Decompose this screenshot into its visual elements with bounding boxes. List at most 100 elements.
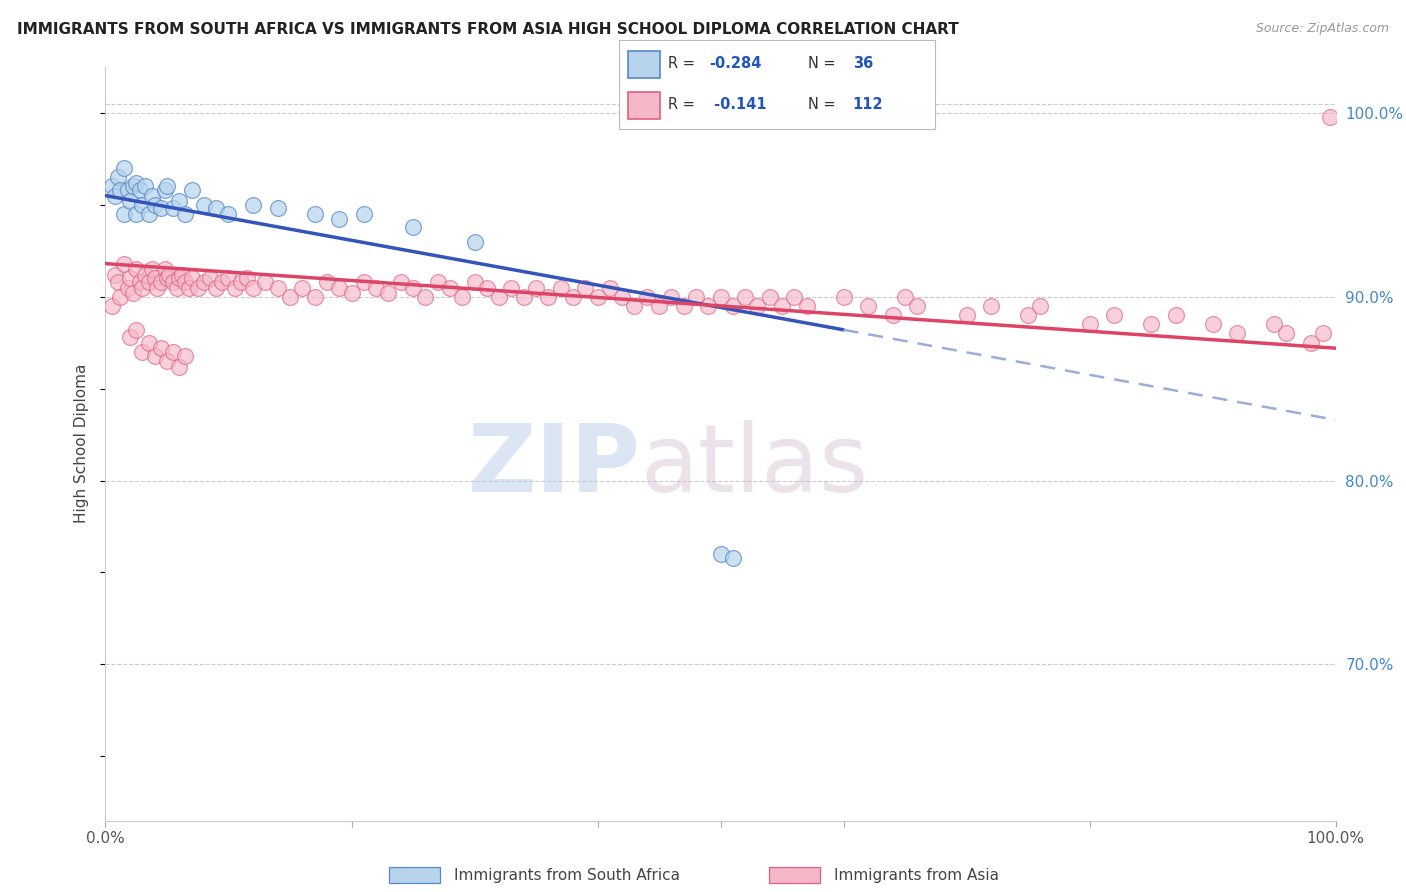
Point [291,280,314,294]
Point [759,290,782,304]
Point [218,271,240,285]
Point [242,280,264,294]
Point [661,290,683,304]
Point [304,290,326,304]
Point [783,290,806,304]
Point [770,299,793,313]
Point [131,198,153,212]
Point [156,354,179,368]
Point [125,262,148,277]
Point [112,257,135,271]
FancyBboxPatch shape [628,92,659,119]
Point [169,271,191,285]
Point [254,275,277,289]
Point [340,286,363,301]
Point [134,268,156,282]
Point [180,183,202,197]
Point [439,280,461,294]
Point [162,202,184,216]
Point [205,202,228,216]
Text: Immigrants from Asia: Immigrants from Asia [834,868,998,882]
Point [426,275,449,289]
Point [107,170,129,185]
Text: R =: R = [668,56,699,71]
Point [710,547,733,561]
Point [402,280,425,294]
Point [1029,299,1052,313]
Point [513,290,536,304]
Point [550,280,572,294]
Point [501,280,523,294]
Point [267,280,290,294]
Point [586,290,609,304]
Point [697,299,720,313]
Point [537,290,560,304]
Point [180,271,202,285]
Point [236,271,259,285]
Point [107,275,129,289]
Point [120,271,141,285]
Point [267,202,290,216]
Point [882,308,904,322]
Point [159,268,180,282]
Point [141,262,163,277]
Point [1102,308,1125,322]
Point [110,290,132,304]
Point [894,290,917,304]
Text: Immigrants from South Africa: Immigrants from South Africa [454,868,681,882]
FancyBboxPatch shape [628,51,659,78]
Point [1263,318,1285,332]
Point [229,275,252,289]
Point [858,299,880,313]
Point [129,183,152,197]
Point [120,194,141,208]
Point [389,275,412,289]
Point [636,290,658,304]
Point [623,299,645,313]
Point [747,299,769,313]
Point [648,299,671,313]
Point [710,290,733,304]
Point [179,280,201,294]
Point [796,299,818,313]
Point [100,179,122,194]
Point [415,290,437,304]
Point [721,299,744,313]
Point [169,194,191,208]
Point [224,280,246,294]
Point [211,275,233,289]
Text: -0.141: -0.141 [709,97,766,112]
Point [1301,335,1323,350]
Point [125,207,148,221]
Point [149,341,172,355]
Point [451,290,474,304]
Point [143,349,166,363]
Point [1140,318,1163,332]
Point [131,344,153,359]
Text: ZIP: ZIP [468,420,641,512]
Point [366,280,388,294]
Point [174,275,197,289]
Point [353,207,375,221]
Point [574,280,596,294]
Point [138,207,160,221]
Point [198,271,221,285]
Bar [389,867,440,883]
Point [1275,326,1298,341]
Point [169,359,191,374]
Point [328,280,350,294]
Point [131,280,153,294]
Point [143,271,166,285]
Point [138,335,160,350]
Bar [769,867,820,883]
Point [112,207,135,221]
Point [488,290,510,304]
Point [125,323,148,337]
Point [146,280,169,294]
Point [304,207,326,221]
Point [328,212,350,227]
Point [278,290,301,304]
Point [100,299,122,313]
Point [117,280,139,294]
Point [149,275,172,289]
